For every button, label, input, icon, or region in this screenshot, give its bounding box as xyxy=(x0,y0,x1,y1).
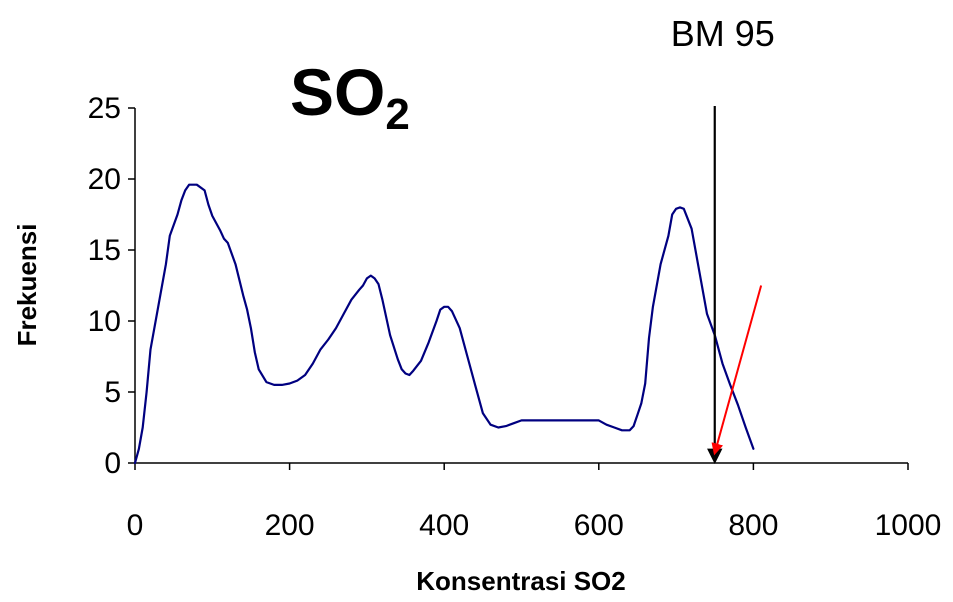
x-tick-label: 800 xyxy=(728,509,778,542)
chart-title-subscript: 2 xyxy=(385,90,409,139)
annotation-layer: BM 95 xyxy=(671,13,775,465)
x-axis-label: Konsentrasi SO2 xyxy=(416,566,626,596)
y-tick-label: 10 xyxy=(88,305,121,338)
series-line xyxy=(133,183,755,465)
y-tick-label: 20 xyxy=(88,163,121,196)
y-tick-label: 15 xyxy=(88,234,121,267)
x-tick-label: 200 xyxy=(265,509,315,542)
y-tick-label: 25 xyxy=(88,92,121,125)
series-layer xyxy=(133,183,755,465)
bm95-label: BM 95 xyxy=(671,13,775,54)
red-arrow xyxy=(711,285,763,456)
x-ticks: 0 200 400 600 800 1000 xyxy=(127,463,942,542)
y-ticks: 0 5 10 15 20 25 xyxy=(88,92,135,480)
y-tick-label: 5 xyxy=(104,376,121,409)
chart-title-main: SO xyxy=(290,55,385,129)
y-tick-label: 0 xyxy=(104,447,121,480)
chart-title: SO2 xyxy=(290,55,410,139)
x-tick-label: 0 xyxy=(127,509,144,542)
x-tick-label: 400 xyxy=(419,509,469,542)
x-tick-label: 600 xyxy=(574,509,624,542)
x-tick-label: 1000 xyxy=(875,509,942,542)
y-axis-label: Frekuensi xyxy=(12,224,42,347)
